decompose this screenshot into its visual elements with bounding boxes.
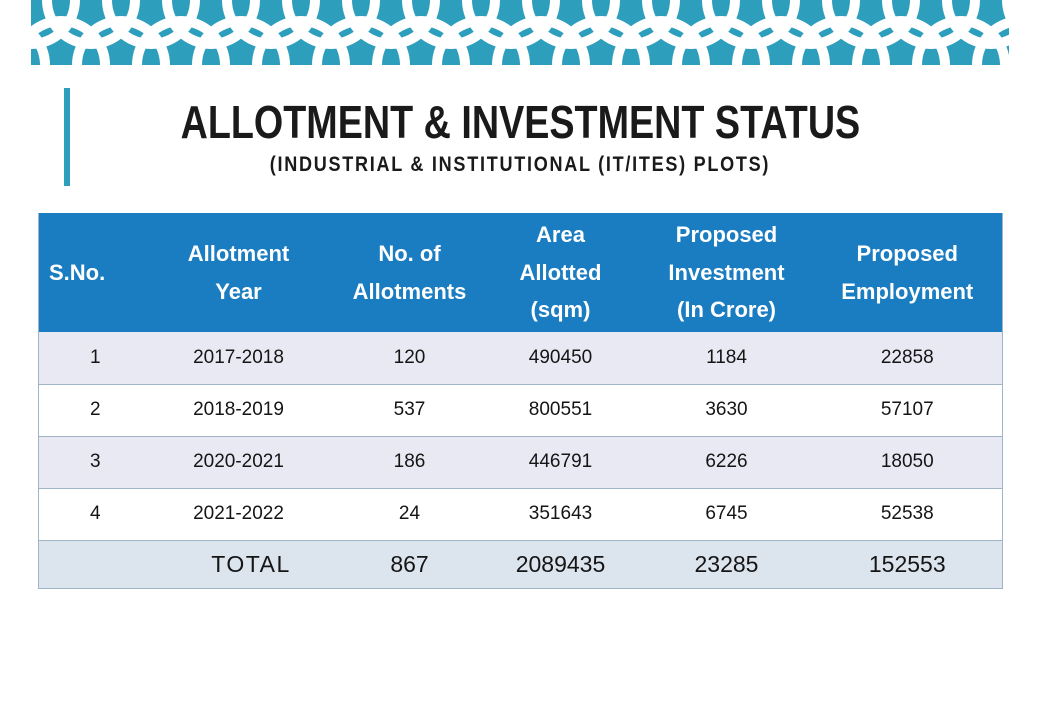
cell-investment: 6226 bbox=[705, 451, 748, 472]
cell-area: 351643 bbox=[528, 503, 593, 524]
cell-sno: 1 bbox=[89, 346, 101, 368]
cell-employment: 52538 bbox=[880, 503, 934, 524]
total-investment: 23285 bbox=[694, 550, 759, 577]
table-row: 3 2020-2021 186 446791 6226 18050 bbox=[38, 436, 1003, 488]
header-cell-employment: Proposed Employment bbox=[812, 213, 1003, 332]
table-row: 2 2018-2019 537 800551 3630 57107 bbox=[38, 384, 1003, 436]
total-allotments: 867 bbox=[390, 550, 429, 577]
allotment-table: S.No. Allotment Year No. of Allotments A… bbox=[38, 213, 1003, 589]
title-block: ALLOTMENT & INVESTMENT STATUS (INDUSTRIA… bbox=[0, 97, 1040, 177]
cell-allotments: 537 bbox=[393, 399, 426, 420]
banner-pattern-interlocking-circles bbox=[31, 0, 1009, 65]
cell-sno: 2 bbox=[89, 399, 101, 420]
decorative-banner bbox=[31, 0, 1009, 65]
cell-investment: 3630 bbox=[705, 399, 748, 420]
table-row: 1 2017-2018 120 490450 1184 22858 bbox=[38, 332, 1003, 384]
header-row: S.No. Allotment Year No. of Allotments A… bbox=[38, 213, 1003, 332]
cell-area: 800551 bbox=[528, 399, 593, 420]
table-row: 4 2021-2022 24 351643 6745 52538 bbox=[38, 488, 1003, 540]
cell-year: 2017-2018 bbox=[193, 346, 284, 368]
cell-sno: 4 bbox=[89, 503, 101, 524]
cell-area: 446791 bbox=[528, 451, 593, 472]
cell-sno: 3 bbox=[89, 451, 101, 472]
slide-subtitle: (INDUSTRIAL & INSTITUTIONAL (IT/ITES) PL… bbox=[269, 152, 771, 176]
total-area: 2089435 bbox=[515, 550, 606, 577]
header-cell-allotments: No. of Allotments bbox=[338, 213, 481, 332]
cell-allotments: 120 bbox=[393, 346, 426, 368]
title-accent-bar bbox=[64, 88, 70, 186]
header-cell-area: Area Allotted (sqm) bbox=[480, 213, 641, 332]
cell-year: 2021-2022 bbox=[193, 503, 284, 524]
total-row: TOTAL 867 2089435 23285 152553 bbox=[38, 540, 1003, 588]
total-employment: 152553 bbox=[868, 550, 946, 577]
header-cell-sno: S.No. bbox=[38, 213, 139, 332]
total-spacer-cell bbox=[39, 540, 139, 588]
cell-year: 2020-2021 bbox=[193, 451, 284, 472]
cell-allotments: 186 bbox=[393, 451, 426, 472]
cell-employment: 57107 bbox=[880, 399, 934, 420]
total-label: TOTAL bbox=[211, 550, 291, 577]
cell-investment: 1184 bbox=[706, 346, 747, 368]
cell-year: 2018-2019 bbox=[193, 399, 284, 420]
cell-area: 490450 bbox=[528, 346, 593, 368]
header-cell-investment: Proposed Investment (In Crore) bbox=[640, 213, 813, 332]
cell-employment: 18050 bbox=[880, 451, 934, 472]
slide-title: ALLOTMENT & INVESTMENT STATUS bbox=[180, 96, 860, 148]
cell-employment: 22858 bbox=[880, 346, 934, 368]
cell-investment: 6745 bbox=[705, 503, 748, 524]
cell-allotments: 24 bbox=[398, 503, 421, 524]
header-cell-year: Allotment Year bbox=[138, 213, 339, 332]
